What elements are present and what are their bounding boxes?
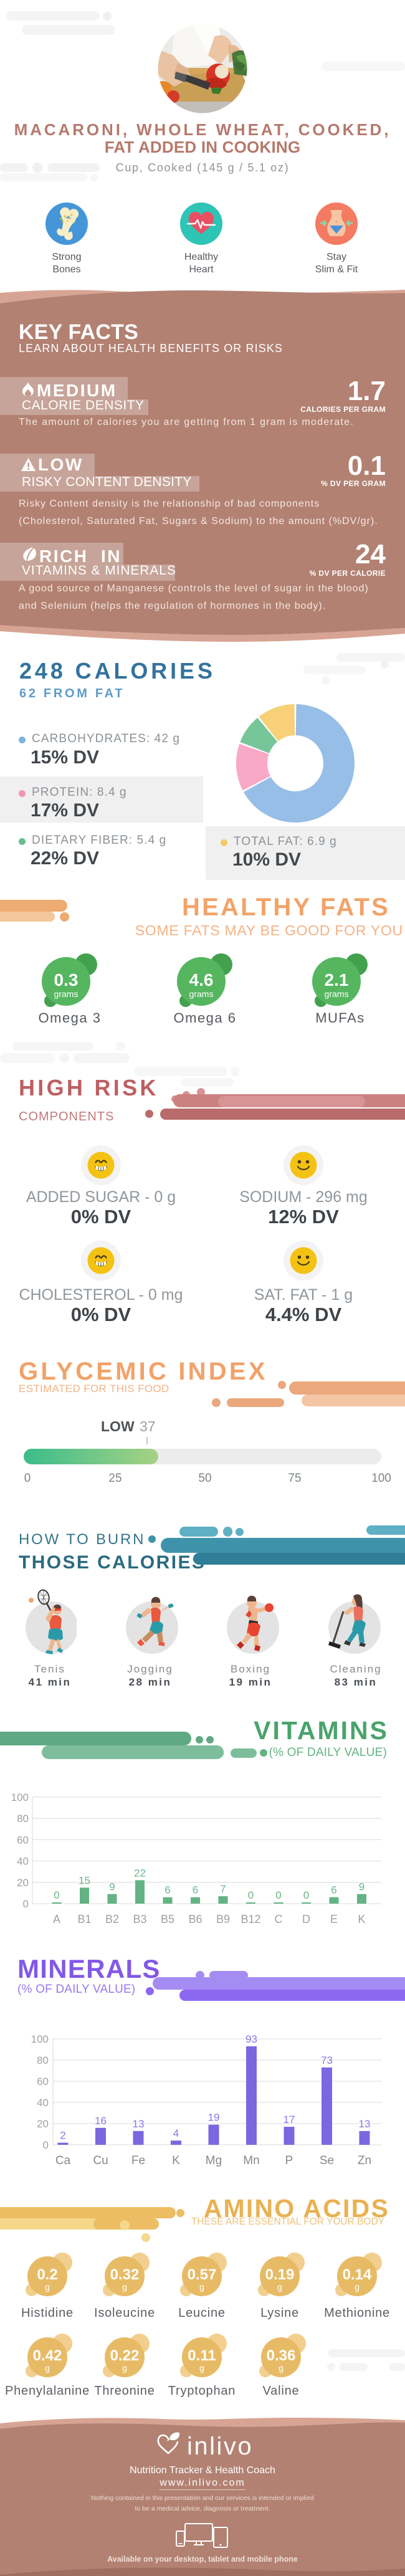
svg-text:13: 13 [359, 2118, 371, 2130]
svg-text:100: 100 [31, 2033, 49, 2045]
svg-text:g: g [355, 2282, 360, 2292]
svg-text:Cu: Cu [93, 2154, 108, 2167]
svg-text:80: 80 [37, 2054, 49, 2066]
svg-text:Mg: Mg [206, 2154, 222, 2167]
svg-text:6: 6 [331, 1884, 336, 1896]
svg-text:73: 73 [321, 2054, 333, 2066]
svg-text:20: 20 [17, 1877, 29, 1889]
svg-text:0.11: 0.11 [188, 2347, 216, 2364]
svg-text:g: g [279, 2363, 284, 2373]
svg-text:17: 17 [284, 2114, 295, 2125]
svg-text:E: E [330, 1913, 338, 1925]
svg-text:Mn: Mn [243, 2154, 259, 2167]
svg-text:2: 2 [60, 2130, 65, 2142]
svg-text:0.57: 0.57 [188, 2266, 217, 2283]
svg-text:2.1: 2.1 [325, 970, 349, 990]
svg-text:K: K [172, 2154, 180, 2167]
svg-text:60: 60 [37, 2076, 49, 2087]
svg-text:B2: B2 [105, 1913, 119, 1925]
svg-text:g: g [45, 2363, 50, 2373]
svg-text:19: 19 [208, 2112, 220, 2124]
svg-text:40: 40 [37, 2097, 49, 2109]
svg-text:g: g [122, 2363, 127, 2373]
svg-text:grams: grams [54, 989, 79, 999]
svg-text:20: 20 [37, 2118, 49, 2130]
svg-text:g: g [277, 2282, 282, 2292]
svg-text:7: 7 [220, 1883, 226, 1895]
svg-text:g: g [199, 2363, 204, 2373]
svg-text:B1: B1 [77, 1913, 91, 1925]
svg-text:P: P [285, 2154, 293, 2167]
svg-text:g: g [199, 2282, 204, 2292]
svg-text:0: 0 [43, 2139, 49, 2151]
svg-text:0: 0 [54, 1889, 59, 1901]
svg-text:0: 0 [275, 1889, 281, 1901]
svg-text:0.42: 0.42 [33, 2347, 62, 2364]
svg-text:g: g [122, 2282, 127, 2292]
svg-text:0: 0 [23, 1898, 29, 1910]
svg-text:B9: B9 [216, 1913, 230, 1925]
svg-text:Ca: Ca [55, 2154, 71, 2167]
svg-text:grams: grams [189, 989, 214, 999]
svg-text:0: 0 [248, 1889, 254, 1901]
svg-text:100: 100 [11, 1791, 29, 1803]
svg-text:22: 22 [134, 1867, 146, 1879]
svg-text:6: 6 [164, 1884, 170, 1896]
svg-text:B6: B6 [188, 1913, 202, 1925]
svg-text:B12: B12 [241, 1913, 260, 1925]
svg-text:A: A [53, 1913, 60, 1925]
svg-text:0.36: 0.36 [267, 2347, 296, 2364]
svg-text:Zn: Zn [358, 2154, 371, 2167]
svg-text:40: 40 [17, 1856, 29, 1868]
svg-text:0.2: 0.2 [37, 2266, 57, 2283]
svg-text:g: g [45, 2282, 50, 2292]
svg-text:0.3: 0.3 [54, 970, 79, 990]
svg-text:Fe: Fe [131, 2154, 145, 2167]
svg-text:K: K [358, 1913, 365, 1925]
svg-text:0.32: 0.32 [110, 2266, 140, 2283]
svg-text:grams: grams [325, 989, 349, 999]
svg-text:4: 4 [173, 2127, 179, 2139]
svg-text:60: 60 [17, 1834, 29, 1846]
svg-text:B5: B5 [161, 1913, 174, 1925]
svg-text:0.19: 0.19 [265, 2266, 295, 2283]
svg-text:9: 9 [359, 1881, 364, 1893]
svg-text:4.6: 4.6 [189, 970, 214, 990]
svg-text:93: 93 [245, 2033, 257, 2045]
svg-text:0.14: 0.14 [343, 2266, 372, 2283]
svg-text:0: 0 [303, 1889, 309, 1901]
svg-text:B3: B3 [133, 1913, 146, 1925]
svg-text:D: D [302, 1913, 310, 1925]
svg-text:80: 80 [17, 1813, 29, 1825]
svg-text:16: 16 [95, 2115, 107, 2127]
svg-text:C: C [275, 1913, 283, 1925]
svg-text:13: 13 [133, 2118, 145, 2130]
svg-text:inlivo: inlivo [187, 2433, 253, 2459]
svg-text:6: 6 [193, 1884, 198, 1896]
svg-text:Se: Se [320, 2154, 334, 2167]
svg-text:0.22: 0.22 [110, 2347, 140, 2364]
svg-text:15: 15 [79, 1874, 90, 1886]
svg-text:9: 9 [109, 1881, 115, 1893]
